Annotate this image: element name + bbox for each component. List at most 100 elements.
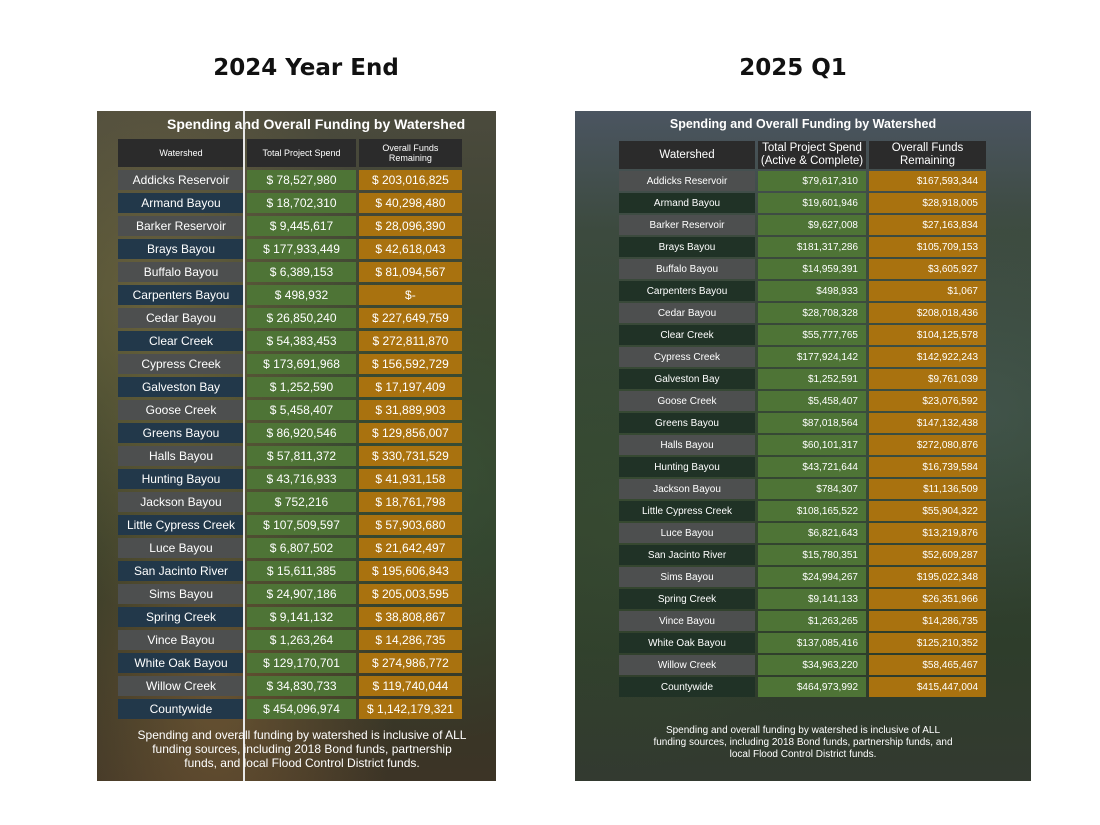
funds-remaining-cell: $ 28,096,390 — [359, 216, 462, 236]
watershed-cell: Luce Bayou — [619, 523, 755, 543]
table-row: Buffalo Bayou $ 6,389,153 $ 81,094,567 — [118, 262, 462, 282]
table-row: Buffalo Bayou $14,959,391 $3,605,927 — [619, 259, 986, 279]
funds-remaining-cell: $147,132,438 — [869, 413, 986, 433]
spend-cell: $43,721,644 — [758, 457, 866, 477]
table-row: Little Cypress Creek $ 107,509,597 $ 57,90… — [118, 515, 462, 535]
spend-cell: $ 6,807,502 — [247, 538, 356, 558]
table-row: Barker Reservoir $9,627,008 $27,163,834 — [619, 215, 986, 235]
watershed-cell: Buffalo Bayou — [118, 262, 244, 282]
spend-cell: $ 34,830,733 — [247, 676, 356, 696]
table-row: Greens Bayou $ 86,920,546 $ 129,856,007 — [118, 423, 462, 443]
watershed-cell: Goose Creek — [118, 400, 244, 420]
funds-remaining-cell: $ 205,003,595 — [359, 584, 462, 604]
funds-remaining-cell: $13,219,876 — [869, 523, 986, 543]
funds-remaining-cell: $ 57,903,680 — [359, 515, 462, 535]
funds-remaining-cell: $55,904,322 — [869, 501, 986, 521]
table-row: Greens Bayou $87,018,564 $147,132,438 — [619, 413, 986, 433]
table-row: Jackson Bayou $784,307 $11,136,509 — [619, 479, 986, 499]
table-row: San Jacinto River $ 15,611,385 $ 195,606,8… — [118, 561, 462, 581]
watershed-cell: Hunting Bayou — [118, 469, 244, 489]
footnote: Spending and overall funding by watershe… — [137, 728, 467, 770]
table-row: Clear Creek $ 54,383,453 $ 272,811,870 — [118, 331, 462, 351]
watershed-cell: Carpenters Bayou — [118, 285, 244, 305]
funds-remaining-cell: $208,018,436 — [869, 303, 986, 323]
spend-cell: $181,317,286 — [758, 237, 866, 257]
watershed-cell: Addicks Reservoir — [118, 170, 244, 190]
funds-remaining-cell: $ 272,811,870 — [359, 331, 462, 351]
funds-remaining-cell: $ 31,889,903 — [359, 400, 462, 420]
watershed-cell: Buffalo Bayou — [619, 259, 755, 279]
spend-cell: $ 15,611,385 — [247, 561, 356, 581]
table-row: Vince Bayou $ 1,263,264 $ 14,286,735 — [118, 630, 462, 650]
funds-remaining-cell: $- — [359, 285, 462, 305]
table-row: Goose Creek $5,458,407 $23,076,592 — [619, 391, 986, 411]
table-row: Carpenters Bayou $498,933 $1,067 — [619, 281, 986, 301]
table-row: Little Cypress Creek $108,165,522 $55,904,… — [619, 501, 986, 521]
spend-cell: $ 26,850,240 — [247, 308, 356, 328]
spend-cell: $ 78,527,980 — [247, 170, 356, 190]
watershed-cell: Jackson Bayou — [619, 479, 755, 499]
spend-cell: $ 86,920,546 — [247, 423, 356, 443]
image-divider-line — [243, 111, 245, 781]
header-watershed: Watershed — [619, 141, 755, 169]
watershed-cell: Carpenters Bayou — [619, 281, 755, 301]
spend-cell: $ 24,907,186 — [247, 584, 356, 604]
watershed-cell: Countywide — [118, 699, 244, 719]
spend-cell: $79,617,310 — [758, 171, 866, 191]
funds-remaining-cell: $ 227,649,759 — [359, 308, 462, 328]
table-row: Armand Bayou $ 18,702,310 $ 40,298,480 — [118, 193, 462, 213]
table-header-row: Watershed Total Project Spend Overall Fu… — [118, 139, 462, 167]
panel-title: Spending and Overall Funding by Watershe… — [167, 116, 466, 132]
spend-cell: $ 173,691,968 — [247, 354, 356, 374]
watershed-cell: Cypress Creek — [619, 347, 755, 367]
spend-cell: $ 57,811,372 — [247, 446, 356, 466]
spend-cell: $60,101,317 — [758, 435, 866, 455]
watershed-cell: Little Cypress Creek — [118, 515, 244, 535]
watershed-cell: Brays Bayou — [619, 237, 755, 257]
spend-cell: $ 5,458,407 — [247, 400, 356, 420]
table-row: Jackson Bayou $ 752,216 $ 18,761,798 — [118, 492, 462, 512]
watershed-cell: Addicks Reservoir — [619, 171, 755, 191]
table-row: Addicks Reservoir $79,617,310 $167,593,344 — [619, 171, 986, 191]
watershed-table-2025: Watershed Total Project Spend (Active & … — [616, 139, 989, 699]
watershed-cell: Clear Creek — [118, 331, 244, 351]
spend-cell: $5,458,407 — [758, 391, 866, 411]
spend-cell: $ 43,716,933 — [247, 469, 356, 489]
table-row: White Oak Bayou $ 129,170,701 $ 274,986,77… — [118, 653, 462, 673]
table-row: Brays Bayou $ 177,933,449 $ 42,618,043 — [118, 239, 462, 259]
table-row: San Jacinto River $15,780,351 $52,609,287 — [619, 545, 986, 565]
watershed-cell: Sims Bayou — [118, 584, 244, 604]
spend-cell: $ 129,170,701 — [247, 653, 356, 673]
spend-cell: $15,780,351 — [758, 545, 866, 565]
funds-remaining-cell: $58,465,467 — [869, 655, 986, 675]
watershed-cell: White Oak Bayou — [619, 633, 755, 653]
panel-title: Spending and Overall Funding by Watershe… — [669, 117, 937, 131]
funds-remaining-cell: $415,447,004 — [869, 677, 986, 697]
spend-cell: $1,252,591 — [758, 369, 866, 389]
watershed-cell: Galveston Bay — [118, 377, 244, 397]
funds-remaining-cell: $ 17,197,409 — [359, 377, 462, 397]
table-row: Sims Bayou $ 24,907,186 $ 205,003,595 — [118, 584, 462, 604]
watershed-table-2024: Watershed Total Project Spend Overall Fu… — [115, 136, 465, 722]
spend-cell: $ 1,252,590 — [247, 377, 356, 397]
watershed-cell: Luce Bayou — [118, 538, 244, 558]
funds-remaining-cell: $ 21,642,497 — [359, 538, 462, 558]
watershed-cell: Cypress Creek — [118, 354, 244, 374]
funds-remaining-cell: $ 119,740,044 — [359, 676, 462, 696]
spend-cell: $ 54,383,453 — [247, 331, 356, 351]
watershed-cell: Greens Bayou — [118, 423, 244, 443]
funds-remaining-cell: $ 18,761,798 — [359, 492, 462, 512]
watershed-cell: Jackson Bayou — [118, 492, 244, 512]
spend-cell: $ 454,096,974 — [247, 699, 356, 719]
spend-cell: $6,821,643 — [758, 523, 866, 543]
funds-remaining-cell: $ 14,286,735 — [359, 630, 462, 650]
spend-cell: $177,924,142 — [758, 347, 866, 367]
table-row: Galveston Bay $ 1,252,590 $ 17,197,409 — [118, 377, 462, 397]
table-row: Clear Creek $55,777,765 $104,125,578 — [619, 325, 986, 345]
funds-remaining-cell: $ 156,592,729 — [359, 354, 462, 374]
watershed-cell: Barker Reservoir — [118, 216, 244, 236]
spend-cell: $ 498,932 — [247, 285, 356, 305]
funds-remaining-cell: $195,022,348 — [869, 567, 986, 587]
funds-remaining-cell: $1,067 — [869, 281, 986, 301]
watershed-cell: San Jacinto River — [619, 545, 755, 565]
